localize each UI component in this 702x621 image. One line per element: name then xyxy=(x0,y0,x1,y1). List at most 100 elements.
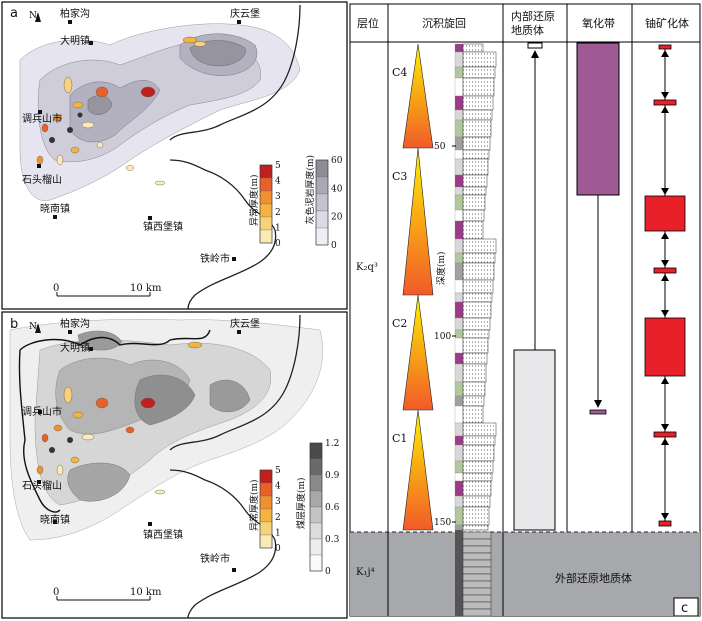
sedimentary-cycles: C4 C3 C2 C1 xyxy=(392,43,434,531)
river-coast-a xyxy=(169,4,301,310)
ore-body xyxy=(653,431,677,438)
cycle-label: C3 xyxy=(392,170,407,183)
place-baijiagou-a: 柏家沟 xyxy=(60,7,90,20)
header-ore: 铀矿化体 xyxy=(645,16,689,30)
legend-tick: 0 xyxy=(275,239,281,249)
basin-boundary-b xyxy=(18,329,211,513)
legend-title: 灰色泥岩厚度(m) xyxy=(304,155,316,225)
legend-swatch xyxy=(309,538,323,556)
cycle-label: C2 xyxy=(392,317,407,330)
place-marks-a xyxy=(37,20,241,261)
legend-tick: 3 xyxy=(275,192,281,202)
north-arrow-icon xyxy=(35,12,41,22)
panel-b-frame xyxy=(1,311,348,619)
anomaly-blobs-b xyxy=(36,341,203,495)
place-qingyunbao-a: 庆云堡 xyxy=(230,7,260,20)
ore-body xyxy=(653,99,677,106)
legend-swatch xyxy=(259,164,273,179)
scale-ten-b: 10 km xyxy=(130,587,162,598)
place-tieling-a: 铁岭市 xyxy=(200,252,230,265)
panel-b-letter: b xyxy=(10,317,18,332)
depth-label: 深度(m) xyxy=(435,251,447,285)
legend-coal-b: 1.2 0.9 0.6 0.3 0 煤层厚度(m) xyxy=(295,439,340,577)
depth-tick: 100 xyxy=(434,332,451,342)
legend-swatch xyxy=(315,210,329,229)
legend-tick: 0 xyxy=(331,241,337,251)
panel-a-north: N xyxy=(29,11,37,21)
anomaly-blobs-a xyxy=(36,36,207,186)
place-marks-b xyxy=(37,330,241,572)
mudstone-contour-60 xyxy=(189,40,246,67)
header-internal-reduced: 内部还原 xyxy=(511,9,555,23)
legend-tick: 40 xyxy=(331,184,343,194)
ore-bodies xyxy=(644,44,686,527)
panel-a-letter: a xyxy=(10,6,18,21)
legend-tick: 5 xyxy=(275,161,281,171)
coal-contour-inner2 xyxy=(134,374,196,426)
header-oxidation: 氧化带 xyxy=(582,16,615,30)
legend-mudstone-a: 60 40 20 0 灰色泥岩厚度(m) xyxy=(304,155,343,251)
oxidation-zone xyxy=(576,42,620,415)
legend-tick: 2 xyxy=(275,208,281,218)
legend-tick: 2 xyxy=(275,513,281,523)
scale-ten-a: 10 km xyxy=(130,283,162,294)
legend-tick: 20 xyxy=(331,213,343,223)
place-shitouliushan-a: 石头榴山 xyxy=(22,173,62,186)
legend-swatch xyxy=(309,554,323,572)
legend-title: 异常厚度(m) xyxy=(248,479,260,531)
legend-swatch xyxy=(309,506,323,524)
legend-swatch xyxy=(315,227,329,246)
external-reduced-label: 外部还原地质体 xyxy=(555,571,632,585)
legend-swatch xyxy=(315,176,329,195)
ore-body xyxy=(644,317,686,377)
legend-tick: 0.6 xyxy=(325,503,340,513)
header-cycle: 沉积旋回 xyxy=(422,16,466,30)
legend-swatch xyxy=(259,203,273,218)
lithology-column xyxy=(454,43,497,617)
place-daming-a: 大明镇 xyxy=(60,34,90,47)
legend-swatch xyxy=(259,469,273,484)
place-baijiagou-b: 柏家沟 xyxy=(60,317,90,330)
place-xiaonan-b: 晓南镇 xyxy=(40,513,70,526)
north-arrow-icon xyxy=(35,323,41,333)
legend-swatch xyxy=(309,522,323,540)
column-dividers xyxy=(387,4,633,616)
legend-tick: 4 xyxy=(275,482,281,492)
place-qingyunbao-b: 庆云堡 xyxy=(230,317,260,330)
scale-bar-a xyxy=(56,292,151,297)
header-stratum: 层位 xyxy=(357,16,379,30)
ore-body xyxy=(644,195,686,232)
place-diaobingshan-b: 调兵山市 xyxy=(22,405,62,418)
legend-anomaly-b: 5 4 3 2 1 0 异常厚度(m) xyxy=(248,466,281,554)
place-diaobingshan-a: 调兵山市 xyxy=(22,112,62,125)
place-xiaonan-a: 晓南镇 xyxy=(40,202,70,215)
depth-tick: 150 xyxy=(434,518,451,528)
panel-c-section: 层位 沉积旋回 内部还原 地质体 氧化带 铀矿化体 K₂q³ K₁j⁴ C4 C3… xyxy=(349,3,701,617)
place-shitouliushan-b: 石头榴山 xyxy=(22,479,62,492)
scale-bar-b xyxy=(56,596,151,601)
legend-swatch xyxy=(315,159,329,178)
legend-swatch xyxy=(259,216,273,231)
coal-contour-inner5 xyxy=(77,330,123,351)
legend-swatch xyxy=(309,458,323,476)
legend-tick: 0.9 xyxy=(325,471,340,481)
legend-swatch xyxy=(259,534,273,549)
cycle-label: C1 xyxy=(392,432,407,445)
place-zhenxibao-b: 镇西堡镇 xyxy=(143,528,183,541)
place-daming-b: 大明镇 xyxy=(60,341,90,354)
coal-contour-inner3 xyxy=(209,379,251,413)
legend-tick: 5 xyxy=(275,466,281,476)
mudstone-contour-60b xyxy=(87,95,113,115)
legend-tick: 0.3 xyxy=(325,535,340,545)
depth-ticks: 50 100 150 xyxy=(434,142,456,528)
scale-zero-a: 0 xyxy=(53,283,59,294)
ore-body xyxy=(658,520,672,527)
legend-swatch xyxy=(259,495,273,510)
cycle-label: C4 xyxy=(392,66,407,79)
legend-tick: 1 xyxy=(275,528,281,538)
depth-tick: 50 xyxy=(434,142,446,152)
legend-swatch xyxy=(309,442,323,460)
panel-b-map: b N 柏家沟 大明镇 庆云堡 调兵山市 石头榴山 晓南镇 镇西堡镇 铁岭市 0… xyxy=(1,311,348,619)
legend-swatch xyxy=(259,177,273,192)
